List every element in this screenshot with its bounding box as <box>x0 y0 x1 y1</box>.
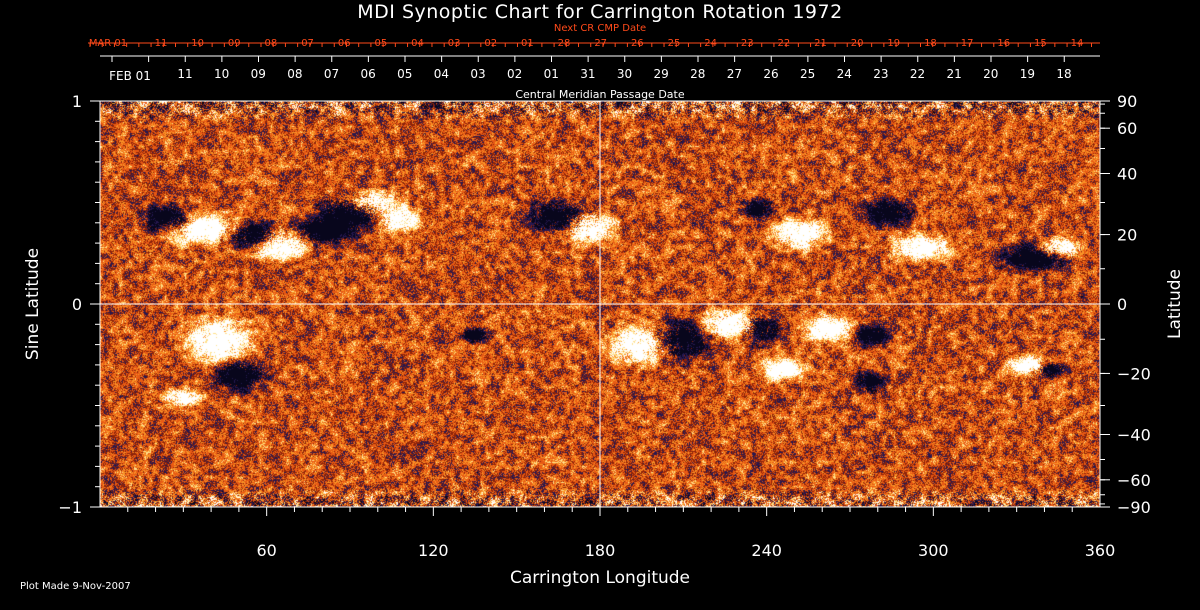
y-left-tick-label: −1 <box>58 498 82 517</box>
y-right-tick-label: −20 <box>1117 364 1151 383</box>
x-tick-label: 360 <box>1085 541 1116 560</box>
next-cr-date-label: 17 <box>961 38 974 49</box>
cmp-date-label: 09 <box>251 67 266 81</box>
y-right-tick-label: 90 <box>1117 92 1137 111</box>
cmp-date-label: 27 <box>727 67 742 81</box>
cmp-date-label: 30 <box>617 67 632 81</box>
next-cr-date-label: 20 <box>851 38 864 49</box>
next-cr-date-label: 11 <box>155 38 168 49</box>
next-cr-date-label: 18 <box>924 38 937 49</box>
cmp-date-label: 05 <box>397 67 412 81</box>
cmp-date-label: 19 <box>1020 67 1035 81</box>
y-left-tick-label: 0 <box>72 295 82 314</box>
cmp-date-label: 10 <box>214 67 229 81</box>
next-cr-date-label: 15 <box>1034 38 1047 49</box>
cmp-date-label: 02 <box>507 67 522 81</box>
cmp-date-label: 31 <box>580 67 595 81</box>
cmp-date-label: 04 <box>434 67 449 81</box>
x-tick-label: 300 <box>918 541 949 560</box>
y-right-tick-label: 40 <box>1117 165 1137 184</box>
next-cr-date-label: 16 <box>997 38 1010 49</box>
cmp-date-label: 22 <box>910 67 925 81</box>
cmp-date-label: 08 <box>287 67 302 81</box>
next-cr-date-label: 22 <box>778 38 791 49</box>
next-cr-date-label: 23 <box>741 38 754 49</box>
cmp-date-label: 03 <box>470 67 485 81</box>
next-cr-date-label: 09 <box>228 38 241 49</box>
cmp-date-label: 25 <box>800 67 815 81</box>
cmp-date-label: 28 <box>690 67 705 81</box>
cmp-date-label: 21 <box>946 67 961 81</box>
next-cr-date-label: 08 <box>265 38 278 49</box>
next-cr-date-label: 26 <box>631 38 644 49</box>
next-cr-date-label: 10 <box>191 38 204 49</box>
y-right-tick-label: −40 <box>1117 425 1151 444</box>
y-left-tick-label: 1 <box>72 92 82 111</box>
y-right-tick-label: 20 <box>1117 226 1137 245</box>
next-cr-date-label: 14 <box>1071 38 1084 49</box>
next-cr-cmp-date-label: Next CR CMP Date <box>553 23 647 34</box>
cmp-date-label: 11 <box>177 67 192 81</box>
x-axis-title: Carrington Longitude <box>510 568 690 588</box>
y-axis-title-left: Sine Latitude <box>23 248 43 360</box>
next-cr-date-label: 28 <box>558 38 571 49</box>
y-right-tick-label: −90 <box>1117 498 1151 517</box>
cmp-date-label: 07 <box>324 67 339 81</box>
x-tick-label: 60 <box>256 541 276 560</box>
y-right-tick-label: 0 <box>1117 295 1127 314</box>
chart-title: MDI Synoptic Chart for Carrington Rotati… <box>357 1 843 23</box>
x-tick-label: 180 <box>585 541 616 560</box>
next-cr-date-label: 05 <box>374 38 387 49</box>
cmp-date-label: 20 <box>983 67 998 81</box>
x-tick-label: 240 <box>751 541 782 560</box>
y-right-tick-label: −60 <box>1117 471 1151 490</box>
next-cr-date-label: 25 <box>668 38 681 49</box>
cmp-date-label: 29 <box>653 67 668 81</box>
cmp-date-label: 23 <box>873 67 888 81</box>
central-meridian-passage-date-label: Central Meridian Passage Date <box>515 88 685 101</box>
next-cr-date-label: 03 <box>448 38 461 49</box>
cmp-date-label: 18 <box>1056 67 1071 81</box>
cmp-date-label: 24 <box>837 67 852 81</box>
next-cr-date-label: 06 <box>338 38 351 49</box>
next-cr-date-label: 21 <box>814 38 827 49</box>
cmp-date-label: 01 <box>544 67 559 81</box>
next-cr-date-label: MAR 01 <box>89 38 127 49</box>
next-cr-date-label: 01 <box>521 38 534 49</box>
cmp-date-label: 06 <box>360 67 375 81</box>
next-cr-date-label: 02 <box>484 38 497 49</box>
next-cr-date-label: 04 <box>411 38 424 49</box>
next-cr-date-label: 24 <box>704 38 717 49</box>
next-cr-date-label: 07 <box>301 38 314 49</box>
cmp-date-label: 26 <box>763 67 778 81</box>
x-tick-label: 120 <box>418 541 449 560</box>
plot-made-note: Plot Made 9-Nov-2007 <box>20 581 131 592</box>
cmp-date-label: FEB 01 <box>109 69 151 83</box>
next-cr-date-label: 27 <box>594 38 607 49</box>
y-axis-title-right: Latitude <box>1165 269 1185 339</box>
next-cr-date-label: 19 <box>887 38 900 49</box>
y-right-tick-label: 60 <box>1117 119 1137 138</box>
